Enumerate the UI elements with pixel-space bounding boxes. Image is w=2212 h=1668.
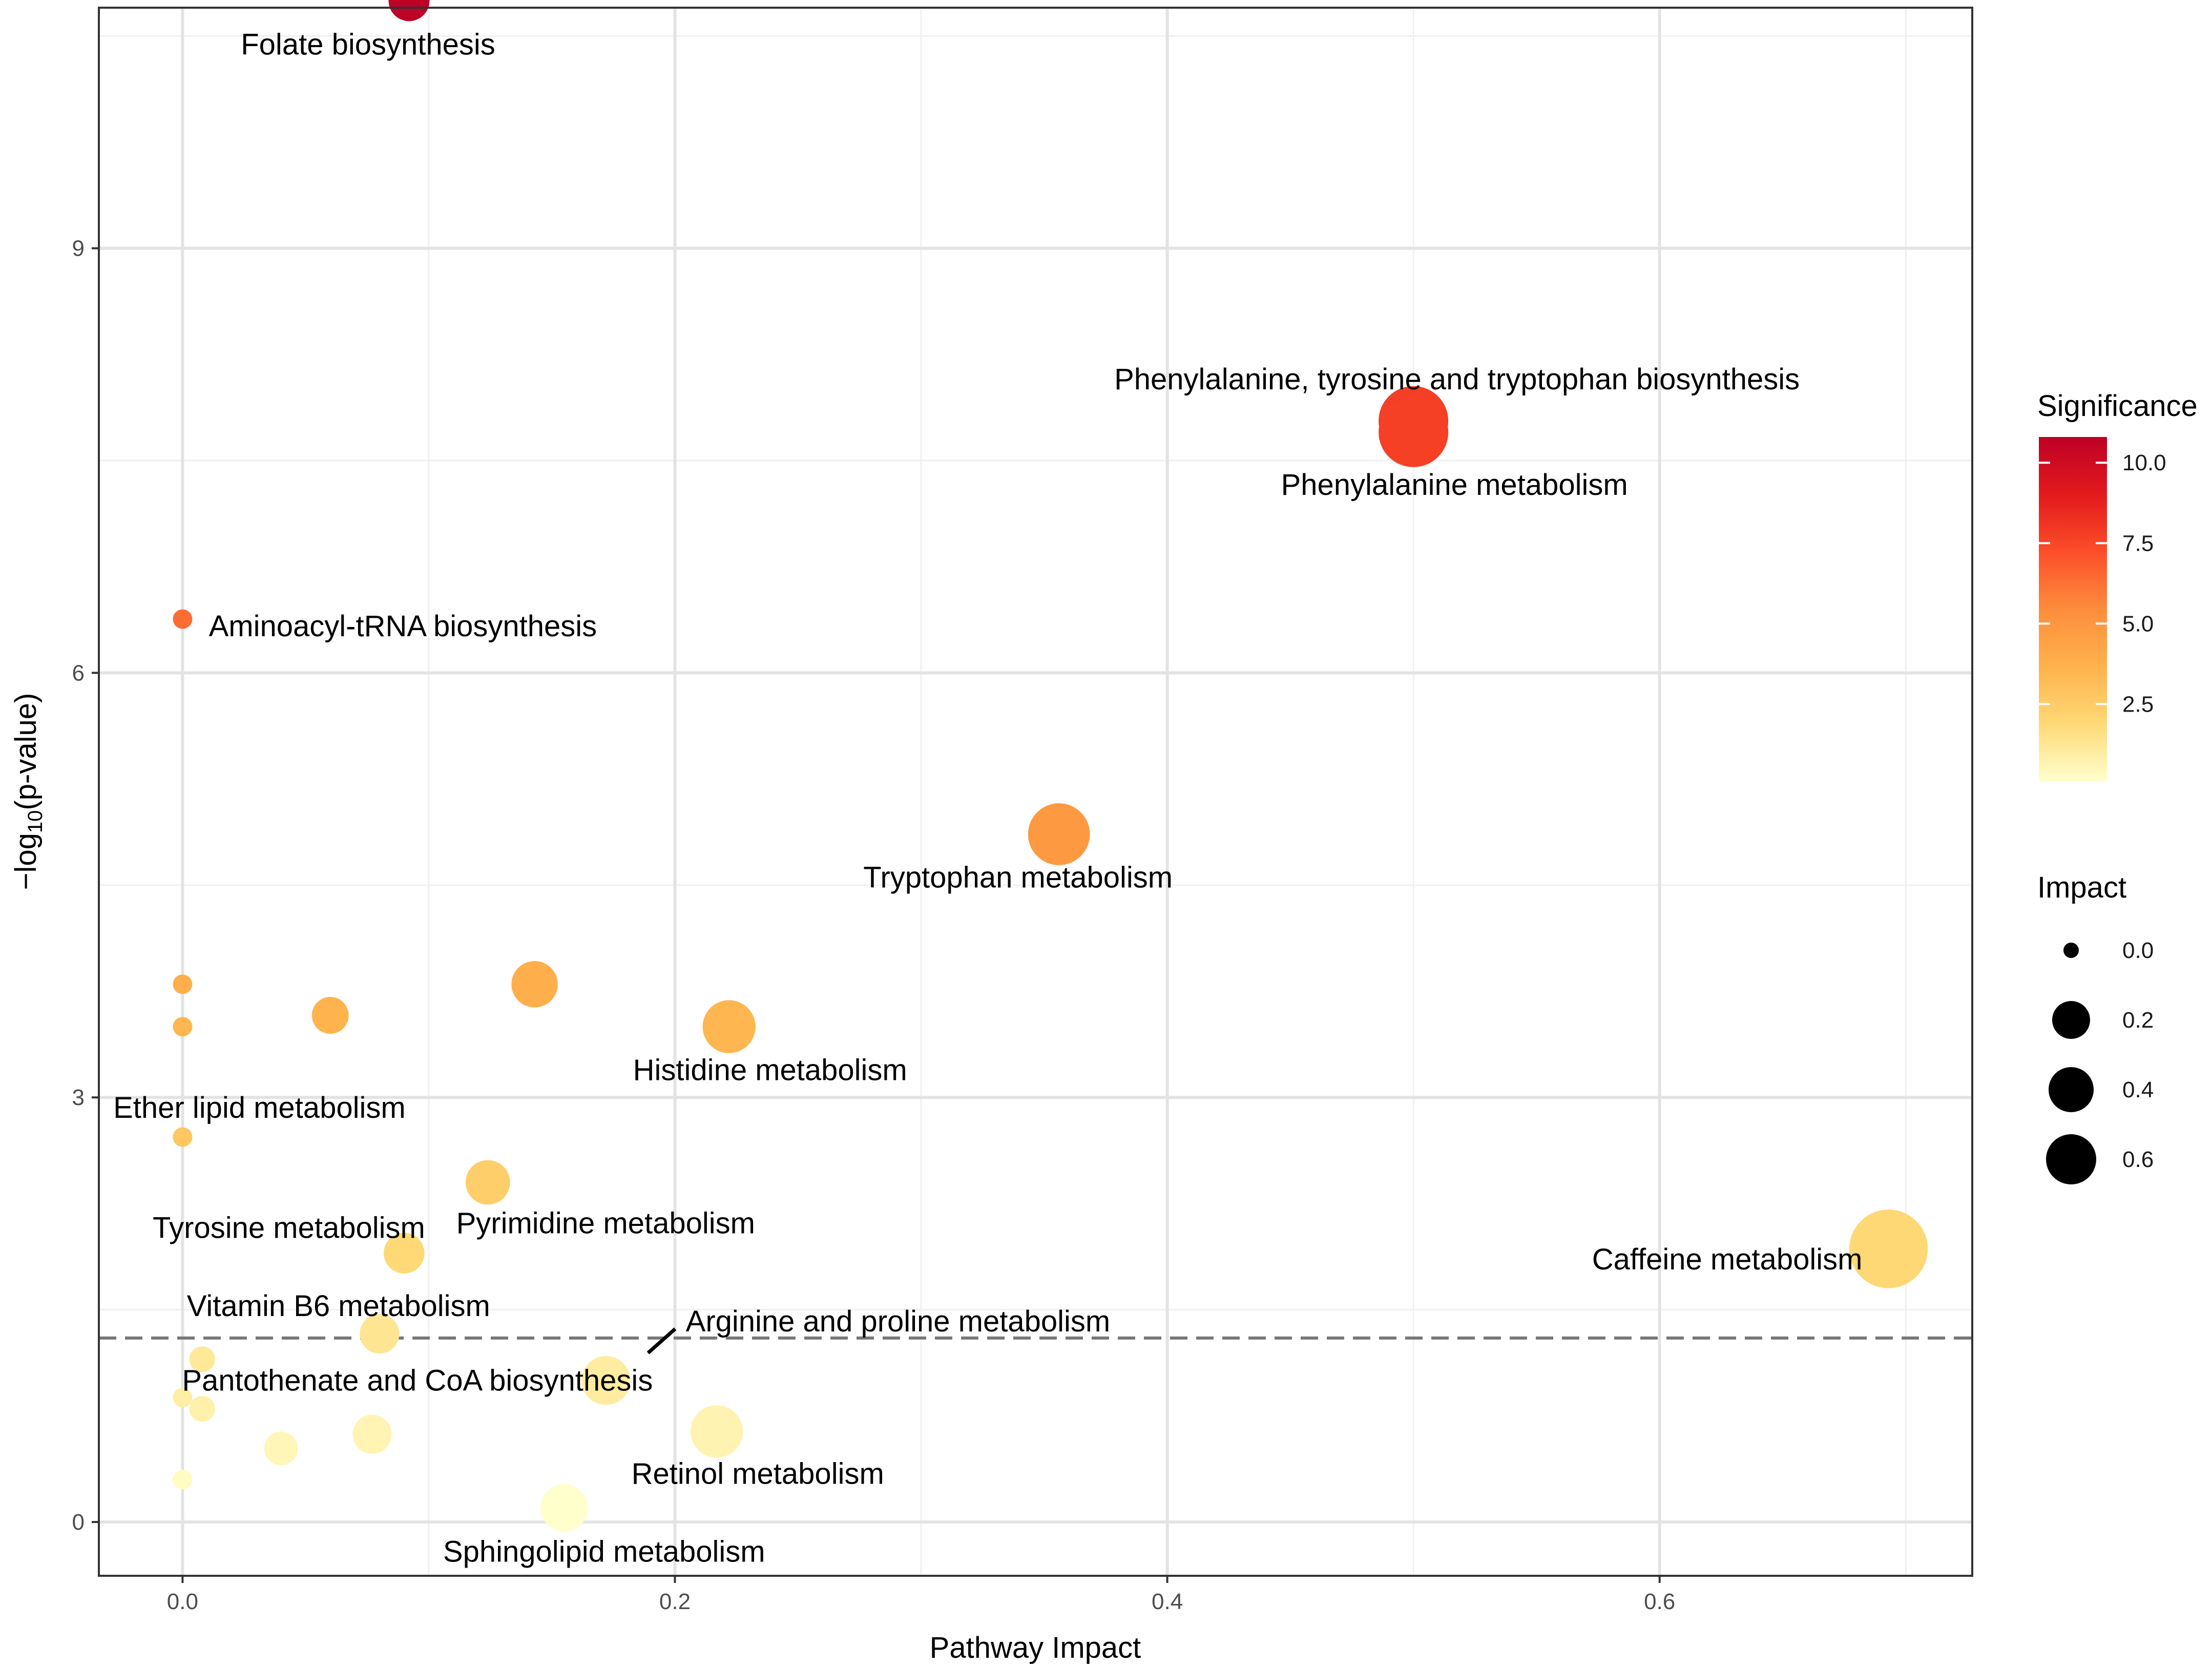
impact-legend-label: 0.0 xyxy=(2122,938,2154,963)
y-tick-label: 9 xyxy=(72,236,85,261)
colorbar-tick-label: 7.5 xyxy=(2122,531,2154,556)
impact-legend-keys: 0.0 0.2 0.4 0.6 xyxy=(2046,938,2154,1184)
point-label: Histidine metabolism xyxy=(633,1053,907,1087)
data-point xyxy=(173,609,193,629)
impact-legend-key xyxy=(2052,1001,2090,1039)
plot-border xyxy=(98,7,1973,1577)
point-label: Retinol metabolism xyxy=(632,1457,884,1491)
data-point xyxy=(581,1356,631,1405)
point-label: Caffeine metabolism xyxy=(1592,1243,1863,1276)
data-point xyxy=(264,1431,298,1466)
impact-legend: Impact 0.0 0.2 0.4 0.6 xyxy=(2037,871,2154,1184)
point-label: Folate biosynthesis xyxy=(241,28,495,61)
x-tick-label: 0.0 xyxy=(167,1589,198,1614)
colorbar-tick-label: 5.0 xyxy=(2122,611,2154,636)
point-label: Ether lipid metabolism xyxy=(113,1091,406,1124)
arginine-label-leader xyxy=(646,1327,677,1354)
grid-lines xyxy=(99,8,1972,1576)
data-point xyxy=(511,961,558,1008)
data-point xyxy=(173,1387,193,1407)
y-tick-label: 3 xyxy=(72,1085,85,1110)
data-point xyxy=(1379,397,1449,467)
data-point xyxy=(702,1000,756,1053)
data-point xyxy=(173,1017,193,1037)
point-label: Tyrosine metabolism xyxy=(153,1211,425,1244)
data-points xyxy=(173,0,1928,1532)
colorbar-tick-label: 10.0 xyxy=(2122,450,2166,475)
x-axis-title: Pathway Impact xyxy=(930,1631,1141,1664)
y-tick-label: 0 xyxy=(72,1510,85,1535)
data-point xyxy=(384,1233,425,1274)
data-point xyxy=(690,1405,743,1458)
x-tick-label: 0.2 xyxy=(659,1589,691,1614)
point-label: Sphingolipid metabolism xyxy=(443,1535,765,1569)
data-point xyxy=(540,1484,588,1532)
point-label: Pantothenate and CoA biosynthesis xyxy=(182,1364,653,1398)
point-label: Vitamin B6 metabolism xyxy=(187,1289,490,1323)
impact-legend-key xyxy=(2046,1134,2096,1184)
impact-legend-key xyxy=(2049,1067,2094,1112)
data-point xyxy=(360,1313,400,1354)
point-label: Phenylalanine metabolism xyxy=(1281,468,1628,502)
data-point xyxy=(189,1395,216,1422)
point-label: Tryptophan metabolism xyxy=(863,861,1173,894)
point-label: Pyrimidine metabolism xyxy=(456,1206,755,1240)
point-label: Phenylalanine, tyrosine and tryptophan b… xyxy=(1114,363,1800,396)
data-point xyxy=(173,1470,193,1490)
significance-legend: Significance 2.5 5.0 7.5 10.0 xyxy=(2037,389,2198,781)
data-point xyxy=(1849,1210,1928,1288)
x-tick-label: 0.6 xyxy=(1644,1589,1675,1614)
x-tick-label: 0.4 xyxy=(1152,1589,1183,1614)
data-point xyxy=(465,1160,510,1205)
impact-legend-title: Impact xyxy=(2037,871,2126,904)
colorbar-tick-label: 2.5 xyxy=(2122,692,2154,717)
data-point xyxy=(311,997,349,1034)
impact-legend-label: 0.4 xyxy=(2122,1077,2154,1102)
impact-legend-label: 0.6 xyxy=(2122,1147,2154,1172)
impact-legend-key xyxy=(2063,943,2079,958)
y-tick-label: 6 xyxy=(72,660,85,685)
colorbar-ticks: 2.5 5.0 7.5 10.0 xyxy=(2039,450,2166,717)
data-point xyxy=(173,1127,193,1147)
data-point xyxy=(1028,803,1090,865)
x-axis-ticks: 0.0 0.2 0.4 0.6 xyxy=(167,1576,1675,1614)
data-point xyxy=(352,1414,392,1454)
significance-colorbar xyxy=(2039,437,2107,781)
y-axis-ticks: 0 3 6 9 xyxy=(72,236,99,1535)
data-point xyxy=(388,0,430,22)
point-label: Arginine and proline metabolism xyxy=(686,1305,1111,1338)
data-point xyxy=(189,1346,216,1372)
point-label: Aminoacyl-tRNA biosynthesis xyxy=(209,610,597,643)
significance-legend-title: Significance xyxy=(2037,389,2198,423)
y-axis-title: −log10(p-value) xyxy=(9,693,47,890)
impact-legend-label: 0.2 xyxy=(2122,1008,2154,1033)
data-point xyxy=(173,974,193,994)
point-labels: Folate biosynthesis Phenylalanine, tyrosi… xyxy=(113,28,1862,1569)
